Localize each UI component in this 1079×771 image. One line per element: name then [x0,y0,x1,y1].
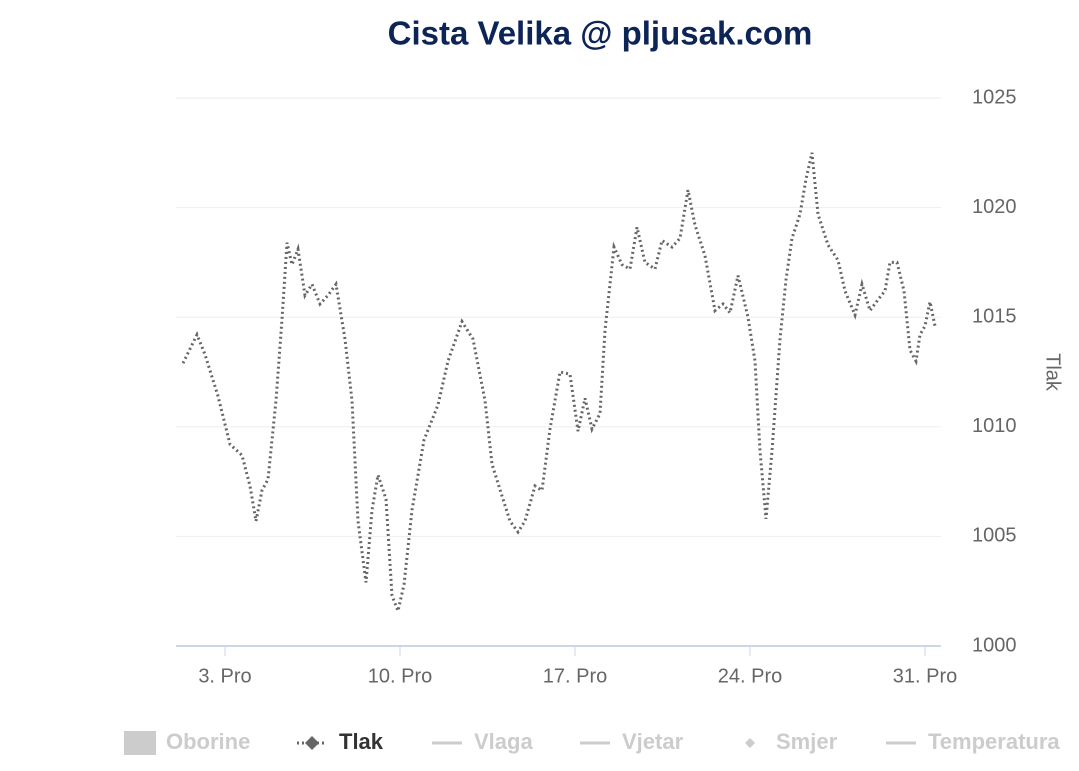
x-tick-label: 10. Pro [368,665,432,687]
legend-symbol [124,731,156,755]
y-tick-label: 1000 [972,634,1017,656]
y-tick-label: 1025 [972,86,1017,108]
y-tick-label: 1020 [972,196,1017,218]
chart-title: Cista Velika @ pljusak.com [388,15,813,52]
data-line [181,152,937,616]
y-tick-label: 1005 [972,525,1017,547]
x-tick-label: 24. Pro [718,665,782,687]
x-tick-label: 17. Pro [543,665,607,687]
legend-marker [745,738,755,748]
legend-label[interactable]: Vjetar [622,729,684,754]
y-tick-label: 1010 [972,415,1017,437]
x-tick-label: 31. Pro [893,665,957,687]
legend-label[interactable]: Oborine [166,729,250,754]
legend-label[interactable]: Smjer [776,729,838,754]
legend-label[interactable]: Tlak [339,729,384,754]
x-tick-label: 3. Pro [198,665,251,687]
y-axis-title: Tlak [1042,353,1064,392]
y-tick-label: 1015 [972,305,1017,327]
legend-label[interactable]: Temperatura [928,729,1060,754]
legend-marker [305,736,319,750]
legend-label[interactable]: Vlaga [474,729,533,754]
